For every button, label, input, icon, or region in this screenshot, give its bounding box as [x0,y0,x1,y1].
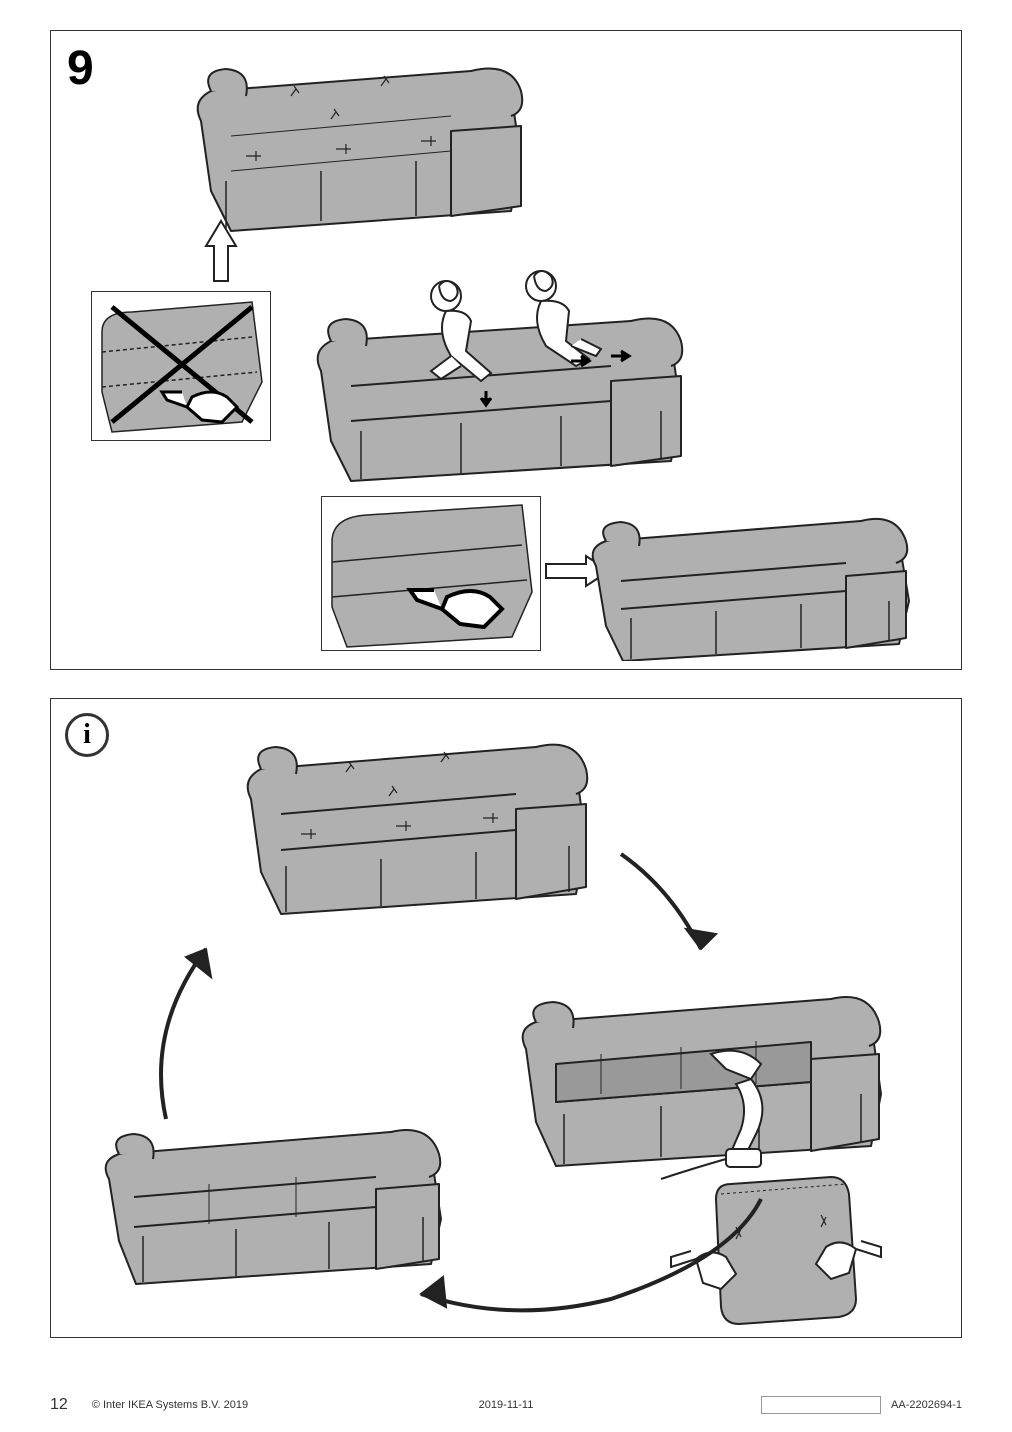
wrong-seam-illustration [92,292,272,442]
info-panel: i [50,698,962,1338]
page-footer: 12 © Inter IKEA Systems B.V. 2019 2019-1… [50,1396,962,1414]
sofa-top-illustration [171,41,551,241]
cycle-arrows [51,699,951,1339]
footer-box [761,1396,881,1414]
copyright-text: © Inter IKEA Systems B.V. 2019 [92,1399,248,1411]
wrong-action-inset [91,291,271,441]
date-text: 2019-11-11 [479,1399,534,1411]
final-sofa-illustration [571,476,941,661]
people-adjusting-sofa-illustration [291,261,731,491]
step-panel: 9 [50,30,962,670]
correct-seam-illustration [322,497,542,652]
up-arrow-icon [201,216,241,286]
document-number: AA-2202694-1 [891,1399,962,1411]
page-number: 12 [50,1396,68,1414]
step-number: 9 [67,41,94,96]
correct-seam-inset [321,496,541,651]
